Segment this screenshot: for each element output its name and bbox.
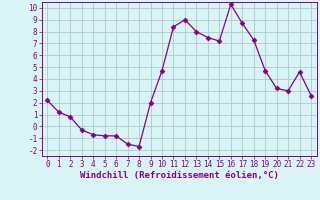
X-axis label: Windchill (Refroidissement éolien,°C): Windchill (Refroidissement éolien,°C) — [80, 171, 279, 180]
